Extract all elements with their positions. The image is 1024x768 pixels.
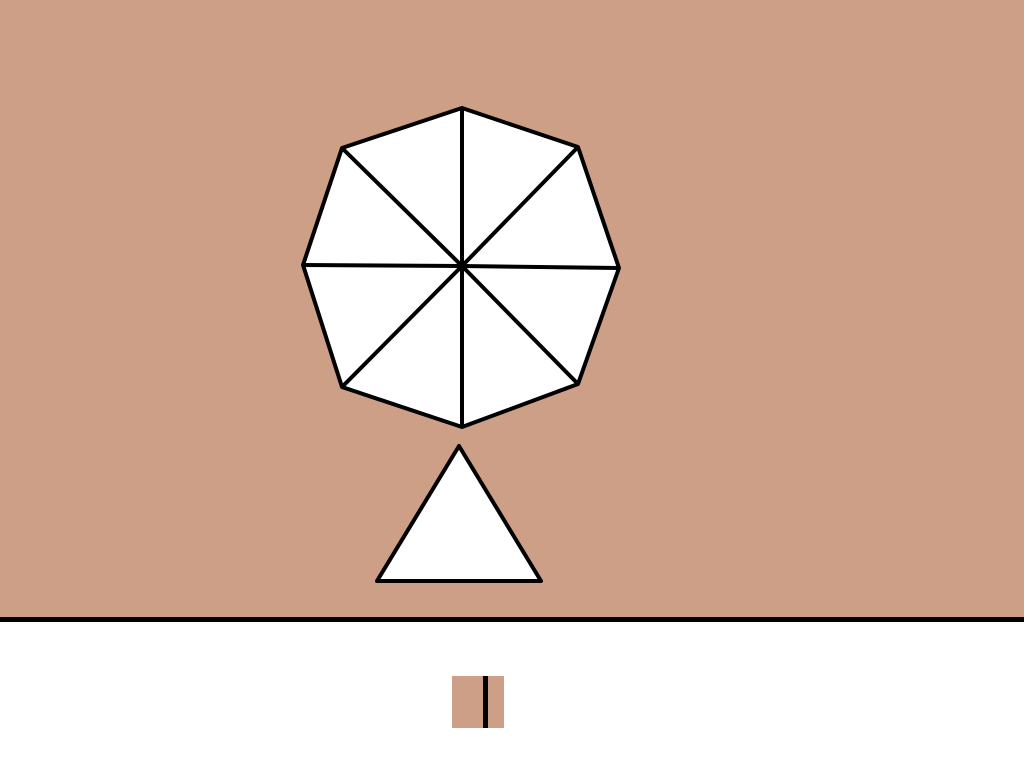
triangle-shape[interactable] — [375, 444, 543, 583]
color-swatch-button[interactable] — [452, 676, 504, 728]
bottom-toolbar — [0, 622, 1024, 768]
octagon-spoke — [302, 263, 463, 268]
octagon-spoke — [340, 146, 464, 268]
octagon-spoke — [461, 264, 620, 270]
play-area[interactable] — [0, 0, 1024, 619]
floor-line — [0, 617, 1024, 622]
octagon-spoke — [460, 264, 580, 386]
octagon-spoke — [340, 264, 464, 389]
octagon-spoke — [460, 145, 580, 268]
octagon-shape[interactable] — [301, 106, 621, 429]
